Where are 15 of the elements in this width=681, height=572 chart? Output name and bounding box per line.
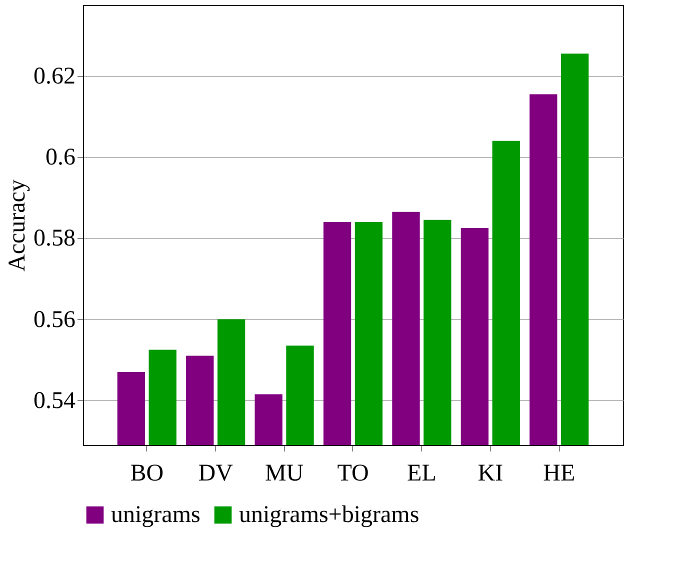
y-tick-label: 0.58 xyxy=(34,226,76,252)
y-tick-label: 0.56 xyxy=(34,306,76,333)
x-tick-label: MU xyxy=(264,460,304,486)
legend-label: unigrams xyxy=(111,502,200,528)
x-tick-label: HE xyxy=(543,460,576,486)
y-tick-label: 0.54 xyxy=(34,388,76,414)
x-tick-label: KI xyxy=(478,460,504,486)
x-tick-label: DV xyxy=(198,460,234,486)
y-axis-title: Accuracy xyxy=(4,180,30,272)
y-tick-label: 0.6 xyxy=(46,144,76,171)
x-tick-label: EL xyxy=(407,460,436,486)
legend-label: unigrams+bigrams xyxy=(239,502,420,528)
x-tick-label: TO xyxy=(337,460,369,486)
x-tick-label: BO xyxy=(130,460,164,486)
y-tick-label: 0.62 xyxy=(34,63,76,90)
